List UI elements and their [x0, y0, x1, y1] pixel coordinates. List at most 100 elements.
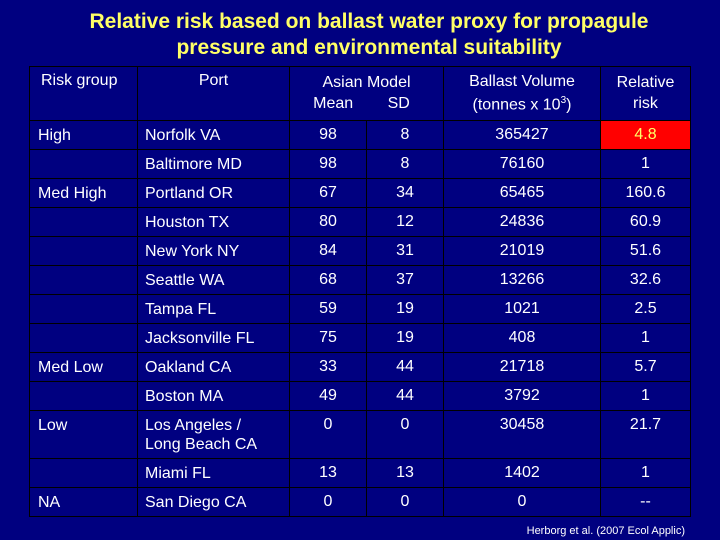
- relative-risk-cell: 32.6: [600, 265, 691, 295]
- header-mean: Mean: [313, 95, 354, 112]
- relative-risk-cell: 1: [600, 381, 691, 411]
- mean-cell: 80: [289, 207, 367, 237]
- header-risk-group: Risk group: [29, 66, 138, 121]
- table-row: Baltimore MD 98 8 76160 1: [29, 149, 691, 179]
- risk-group-cell: [29, 265, 138, 295]
- sd-cell: 8: [366, 120, 444, 150]
- header-row: Risk group Port Asian Model Mean SD Ball…: [29, 66, 691, 121]
- port-cell: Jacksonville FL: [137, 323, 290, 353]
- table-row: Seattle WA 68 37 13266 32.6: [29, 265, 691, 295]
- mean-cell: 0: [289, 487, 367, 517]
- header-ballast-volume: Ballast Volume (tonnes x 103): [443, 66, 601, 121]
- risk-group-cell: [29, 458, 138, 488]
- relative-risk-cell: --: [600, 487, 691, 517]
- port-cell: Portland OR: [137, 178, 290, 208]
- table-row: Med Low Oakland CA 33 44 21718 5.7: [29, 352, 691, 382]
- sd-cell: 44: [366, 352, 444, 382]
- port-cell: Norfolk VA: [137, 120, 290, 150]
- table-row: New York NY 84 31 21019 51.6: [29, 236, 691, 266]
- header-ballast-line1: Ballast Volume: [469, 73, 575, 90]
- port-cell: Los Angeles / Long Beach CA: [137, 410, 290, 459]
- mean-cell: 49: [289, 381, 367, 411]
- table-row: Miami FL 13 13 1402 1: [29, 458, 691, 488]
- header-asian-model-label: Asian Model: [322, 74, 411, 91]
- mean-cell: 98: [289, 120, 367, 150]
- ballast-cell: 0: [443, 487, 601, 517]
- table-row: Houston TX 80 12 24836 60.9: [29, 207, 691, 237]
- table-row: Tampa FL 59 19 1021 2.5: [29, 294, 691, 324]
- sd-cell: 12: [366, 207, 444, 237]
- header-ballast-line2: (tonnes x 10: [472, 96, 561, 114]
- relative-risk-table: Risk group Port Asian Model Mean SD Ball…: [29, 66, 691, 517]
- ballast-cell: 408: [443, 323, 601, 353]
- table-row: Med High Portland OR 67 34 65465 160.6: [29, 178, 691, 208]
- mean-cell: 84: [289, 236, 367, 266]
- risk-group-cell: High: [29, 120, 138, 150]
- port-cell: Miami FL: [137, 458, 290, 488]
- port-line-1: Los Angeles /: [145, 416, 242, 434]
- table-row: High Norfolk VA 98 8 365427 4.8: [29, 120, 691, 150]
- relative-risk-cell-highlighted: 4.8: [600, 120, 691, 150]
- sd-cell: 8: [366, 149, 444, 179]
- risk-group-cell: NA: [29, 487, 138, 517]
- port-cell: New York NY: [137, 236, 290, 266]
- mean-cell: 0: [289, 410, 367, 459]
- ballast-cell: 65465: [443, 178, 601, 208]
- sd-cell: 19: [366, 294, 444, 324]
- table-row: Boston MA 49 44 3792 1: [29, 381, 691, 411]
- port-cell: Tampa FL: [137, 294, 290, 324]
- ballast-cell: 13266: [443, 265, 601, 295]
- relative-risk-cell: 1: [600, 458, 691, 488]
- mean-cell: 68: [289, 265, 367, 295]
- ballast-cell: 1402: [443, 458, 601, 488]
- ballast-cell: 76160: [443, 149, 601, 179]
- title-line-1: Relative risk based on ballast water pro…: [89, 10, 649, 33]
- port-cell: Boston MA: [137, 381, 290, 411]
- header-relative-line2: risk: [633, 95, 658, 112]
- ballast-cell: 21718: [443, 352, 601, 382]
- citation-credit: Herborg et al. (2007 Ecol Applic): [526, 525, 685, 537]
- mean-cell: 13: [289, 458, 367, 488]
- relative-risk-cell: 1: [600, 149, 691, 179]
- header-asian-model: Asian Model Mean SD: [289, 66, 444, 121]
- risk-group-cell: Med High: [29, 178, 138, 208]
- ballast-cell: 1021: [443, 294, 601, 324]
- port-cell: Seattle WA: [137, 265, 290, 295]
- header-relative-line1: Relative: [616, 74, 675, 91]
- port-cell: Houston TX: [137, 207, 290, 237]
- slide-title: Relative risk based on ballast water pro…: [0, 9, 720, 61]
- header-sd: SD: [387, 95, 410, 112]
- risk-group-cell: [29, 207, 138, 237]
- header-ballast-line2-end: ): [566, 96, 572, 114]
- sd-cell: 0: [366, 487, 444, 517]
- sd-cell: 44: [366, 381, 444, 411]
- sd-cell: 31: [366, 236, 444, 266]
- ballast-cell: 30458: [443, 410, 601, 459]
- ballast-cell: 24836: [443, 207, 601, 237]
- header-ballast-exponent: 3: [560, 95, 567, 106]
- risk-group-cell: Low: [29, 410, 138, 459]
- relative-risk-cell: 60.9: [600, 207, 691, 237]
- sd-cell: 37: [366, 265, 444, 295]
- relative-risk-cell: 21.7: [600, 410, 691, 459]
- relative-risk-cell: 2.5: [600, 294, 691, 324]
- sd-cell: 19: [366, 323, 444, 353]
- risk-group-cell: [29, 149, 138, 179]
- port-cell: San Diego CA: [137, 487, 290, 517]
- relative-risk-cell: 160.6: [600, 178, 691, 208]
- sd-cell: 34: [366, 178, 444, 208]
- header-port: Port: [137, 66, 290, 121]
- relative-risk-cell: 51.6: [600, 236, 691, 266]
- mean-cell: 59: [289, 294, 367, 324]
- port-cell: Baltimore MD: [137, 149, 290, 179]
- title-line-2: pressure and environmental suitability: [176, 36, 562, 59]
- header-relative-risk: Relative risk: [600, 66, 691, 121]
- mean-cell: 75: [289, 323, 367, 353]
- risk-group-cell: [29, 323, 138, 353]
- port-cell: Oakland CA: [137, 352, 290, 382]
- mean-cell: 98: [289, 149, 367, 179]
- table-row: Low Los Angeles / Long Beach CA 0 0 3045…: [29, 410, 691, 459]
- mean-cell: 67: [289, 178, 367, 208]
- mean-cell: 33: [289, 352, 367, 382]
- sd-cell: 0: [366, 410, 444, 459]
